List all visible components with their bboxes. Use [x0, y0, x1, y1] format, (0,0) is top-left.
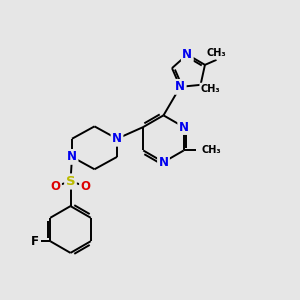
Text: N: N: [112, 132, 122, 145]
Text: N: N: [158, 156, 169, 169]
Text: CH₃: CH₃: [201, 84, 220, 94]
Text: N: N: [175, 80, 185, 93]
Text: O: O: [80, 179, 91, 193]
Text: N: N: [67, 150, 77, 164]
Text: F: F: [31, 235, 39, 248]
Text: O: O: [50, 179, 61, 193]
Text: CH₃: CH₃: [202, 146, 221, 155]
Text: N: N: [179, 121, 189, 134]
Text: S: S: [66, 175, 75, 188]
Text: N: N: [182, 48, 192, 61]
Text: CH₃: CH₃: [207, 48, 226, 58]
